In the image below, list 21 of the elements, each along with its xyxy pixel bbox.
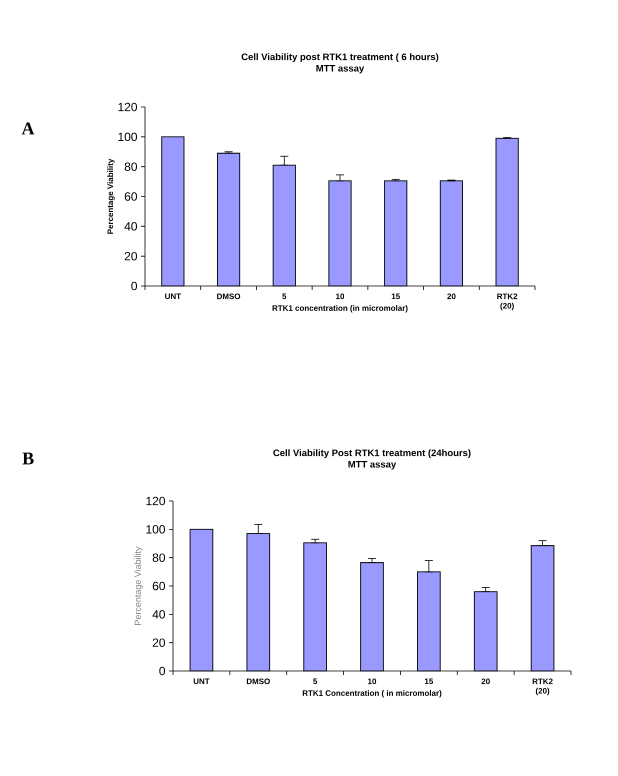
y-tick-label: 40 bbox=[152, 610, 166, 619]
chart-subtitle: MTT assay bbox=[316, 65, 364, 74]
text: B bbox=[22, 452, 34, 464]
y-tick-label: 20 bbox=[152, 638, 166, 647]
chart-subtitle: MTT assay bbox=[348, 461, 396, 470]
y-tick-label: 100 bbox=[118, 132, 138, 142]
y-tick-label: 120 bbox=[146, 496, 166, 506]
y-tick-label: 20 bbox=[124, 252, 138, 260]
chart-title: Cell Viability Post RTK1 treatment (24hours) bbox=[273, 449, 471, 458]
y-tick-label: 80 bbox=[152, 553, 166, 562]
y-tick-label: 40 bbox=[124, 222, 138, 231]
y-tick-label: 80 bbox=[124, 162, 138, 171]
y-tick-label: 60 bbox=[124, 192, 138, 201]
text: A bbox=[22, 122, 34, 134]
y-tick-label: 120 bbox=[118, 102, 138, 112]
y-axis-title: Percentage Viability bbox=[134, 546, 143, 625]
y-tick-label: 0 bbox=[159, 666, 166, 676]
y-tick-label: 60 bbox=[152, 582, 166, 590]
chart-title: Cell Viability post RTK1 treatment ( 6 hours) bbox=[242, 53, 438, 62]
y-tick-label: 100 bbox=[146, 525, 166, 534]
y-tick-label: 0 bbox=[131, 282, 138, 290]
